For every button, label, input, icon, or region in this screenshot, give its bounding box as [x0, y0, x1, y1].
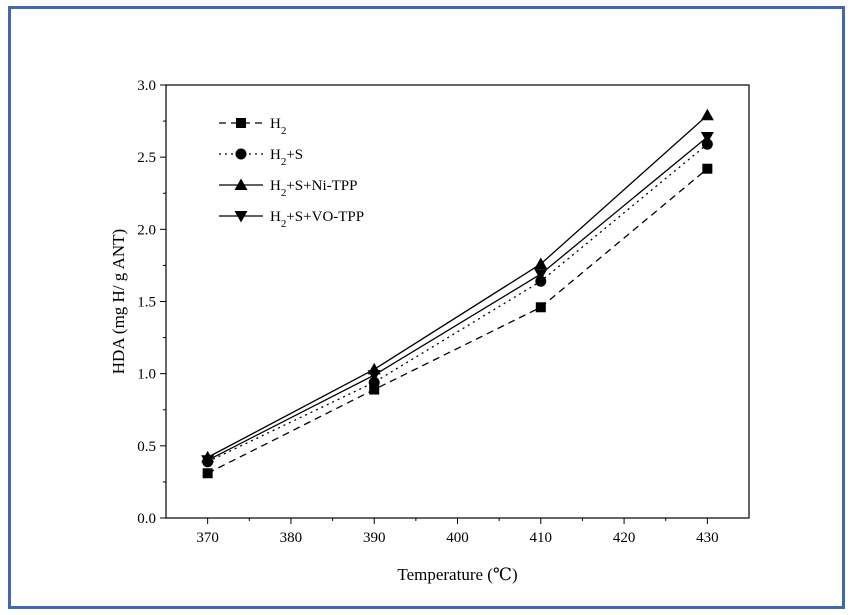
data-point — [534, 269, 548, 281]
data-point — [535, 275, 547, 287]
x-tick-label: 420 — [613, 530, 636, 546]
data-point — [368, 376, 380, 388]
data-point — [701, 138, 713, 150]
legend-label: H2+S+VO-TPP — [270, 209, 364, 230]
data-point — [700, 131, 714, 144]
x-tick-label: 430 — [696, 530, 719, 546]
x-tick-label: 410 — [530, 530, 553, 546]
legend: H2 H2+S H2+S+Ni-TPP H2+S+VO-TPP — [219, 116, 364, 230]
data-point — [700, 108, 714, 121]
series-0 — [202, 163, 713, 479]
x-tick-label: 400 — [446, 530, 469, 546]
legend-marker — [234, 178, 248, 190]
y-tick-label: 3.0 — [137, 78, 156, 94]
series-line — [207, 168, 708, 474]
legend-entry: H2 — [219, 116, 286, 137]
series-line — [207, 136, 708, 461]
legend-label: H2 — [270, 116, 286, 137]
plot-area — [165, 84, 750, 519]
figure-frame — [8, 6, 845, 609]
data-point — [369, 384, 380, 395]
series-3 — [201, 131, 714, 467]
legend-marker — [234, 211, 248, 223]
series-line — [207, 114, 708, 458]
data-point — [534, 257, 548, 269]
legend-entry: H2+S+VO-TPP — [219, 209, 364, 230]
x-tick-label: 390 — [363, 530, 386, 546]
data-point — [201, 455, 215, 467]
x-tick-label: 380 — [280, 530, 303, 546]
data-point — [367, 370, 381, 382]
y-tick-label: 0.5 — [137, 439, 156, 455]
x-axis-label: Temperature (℃) — [397, 565, 517, 584]
legend-entry: H2+S+Ni-TPP — [219, 178, 357, 199]
x-tick-label: 370 — [196, 530, 219, 546]
axis-ticks: 370 380 390 400 410 420 430 0.0 0.5 1.0 1.5 2.0 2.5 3… — [137, 78, 718, 546]
y-tick-label: 1.5 — [137, 295, 156, 311]
y-tick-label: 0.0 — [137, 511, 156, 527]
data-point — [535, 302, 546, 313]
legend-label: H2+S+Ni-TPP — [270, 178, 357, 199]
series-layer — [201, 108, 714, 479]
y-tick-label: 2.5 — [137, 150, 156, 166]
data-point — [202, 468, 213, 479]
legend-marker — [236, 118, 246, 128]
legend-entry: H2+S — [219, 147, 303, 168]
data-point — [702, 163, 713, 174]
y-axis-label: HDA (mg H/ g ANT) — [109, 229, 128, 374]
series-line — [207, 143, 708, 463]
legend-label: H2+S — [270, 147, 303, 168]
y-tick-label: 1.0 — [137, 367, 156, 383]
legend-marker — [235, 148, 247, 160]
y-tick-label: 2.0 — [137, 222, 156, 238]
